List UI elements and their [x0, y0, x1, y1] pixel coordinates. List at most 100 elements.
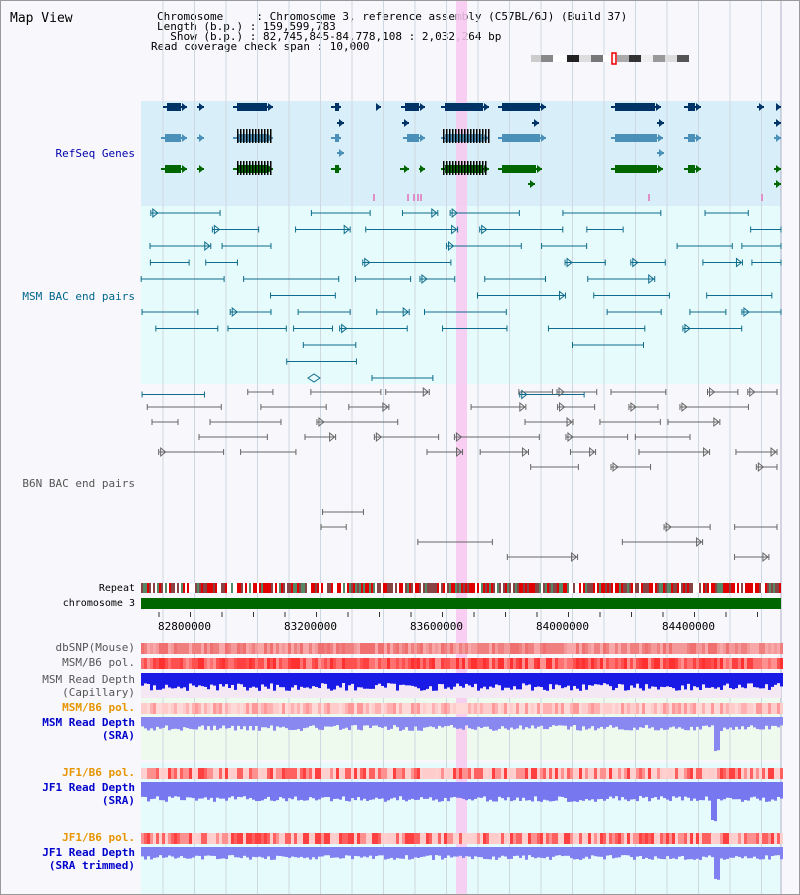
gene-arrow	[659, 149, 664, 157]
heat-cell	[177, 703, 180, 714]
depth-bar	[435, 847, 438, 856]
repeat-cell	[439, 583, 441, 593]
heat-cell	[507, 833, 510, 844]
depth-bar	[711, 847, 714, 858]
heat-cell	[648, 643, 651, 654]
heat-cell	[144, 643, 147, 654]
depth-bar	[507, 847, 510, 860]
depth-bar	[432, 847, 435, 860]
heat-cell	[450, 703, 453, 714]
heat-cell	[543, 768, 546, 779]
depth-bar	[429, 673, 432, 687]
heat-cell	[516, 833, 519, 844]
heat-cell	[387, 658, 390, 669]
depth-bar	[372, 847, 375, 859]
depth-bar	[744, 782, 747, 801]
depth-bar	[759, 673, 762, 689]
axis-tick-label: 84000000	[536, 620, 589, 633]
depth-bar	[255, 782, 258, 802]
depth-bar	[492, 847, 495, 857]
depth-bar	[165, 782, 168, 802]
heat-cell	[567, 768, 570, 779]
heat-cell	[762, 703, 765, 714]
depth-bar	[486, 673, 489, 690]
depth-bar	[240, 717, 243, 730]
depth-bar	[183, 673, 186, 688]
repeat-cell	[315, 583, 317, 593]
heat-cell	[714, 703, 717, 714]
heat-cell	[330, 768, 333, 779]
depth-bar	[555, 782, 558, 801]
heat-cell	[432, 833, 435, 844]
heat-cell	[291, 643, 294, 654]
heat-cell	[486, 703, 489, 714]
heat-cell	[771, 768, 774, 779]
depth-bar	[735, 717, 738, 727]
depth-bar	[729, 673, 732, 689]
depth-bar	[627, 782, 630, 802]
depth-bar	[483, 782, 486, 797]
heat-cell	[444, 658, 447, 669]
heat-cell	[411, 833, 414, 844]
heat-cell	[210, 643, 213, 654]
heat-cell	[441, 833, 444, 844]
gene-exon	[502, 103, 540, 111]
heat-cell	[408, 703, 411, 714]
depth-bar	[390, 717, 393, 729]
heat-cell	[480, 833, 483, 844]
depth-bar	[339, 717, 342, 730]
repeat-cell	[589, 583, 591, 593]
heat-cell	[480, 768, 483, 779]
gene-arrow	[534, 119, 539, 127]
repeat-cell	[331, 583, 333, 593]
repeat-cell	[601, 583, 603, 593]
heat-cell	[498, 833, 501, 844]
repeat-cell	[269, 583, 271, 593]
heat-cell	[198, 643, 201, 654]
heat-cell	[324, 833, 327, 844]
heat-cell	[150, 643, 153, 654]
heat-cell	[531, 643, 534, 654]
heat-cell	[663, 658, 666, 669]
heat-cell	[654, 703, 657, 714]
depth-bar	[516, 717, 519, 729]
depth-bar	[276, 847, 279, 856]
depth-bar	[276, 782, 279, 801]
repeat-cell	[721, 583, 723, 593]
heat-cell	[486, 643, 489, 654]
heat-cell	[729, 703, 732, 714]
depth-bar	[462, 673, 465, 688]
bac-pair-arrow	[451, 207, 458, 219]
depth-bar	[627, 717, 630, 731]
heat-cell	[465, 833, 468, 844]
depth-bar	[315, 782, 318, 801]
bac-pair-arrow	[632, 257, 639, 268]
heat-cell	[753, 643, 756, 654]
depth-bar	[741, 847, 744, 859]
heat-cell	[633, 643, 636, 654]
bac-pair-arrow	[743, 306, 750, 318]
depth-bar	[294, 847, 297, 858]
depth-bar	[441, 673, 444, 685]
gene-exon-tick	[473, 129, 475, 143]
depth-bar	[222, 717, 225, 726]
heat-cell	[246, 643, 249, 654]
heat-cell	[630, 643, 633, 654]
depth-bar	[165, 717, 168, 726]
bac-pair-arrow	[421, 273, 428, 285]
heat-cell	[687, 703, 690, 714]
gene-arrow	[404, 119, 409, 127]
depth-bar	[717, 847, 720, 880]
heat-cell	[600, 658, 603, 669]
gene-exon-tick	[479, 161, 481, 175]
depth-bar	[357, 717, 360, 730]
heat-cell	[645, 703, 648, 714]
heat-cell	[750, 768, 753, 779]
heat-cell	[651, 658, 654, 669]
heat-cell	[765, 768, 768, 779]
heat-cell	[678, 643, 681, 654]
repeat-cell	[361, 583, 363, 593]
heat-cell	[348, 658, 351, 669]
heat-cell	[717, 658, 720, 669]
